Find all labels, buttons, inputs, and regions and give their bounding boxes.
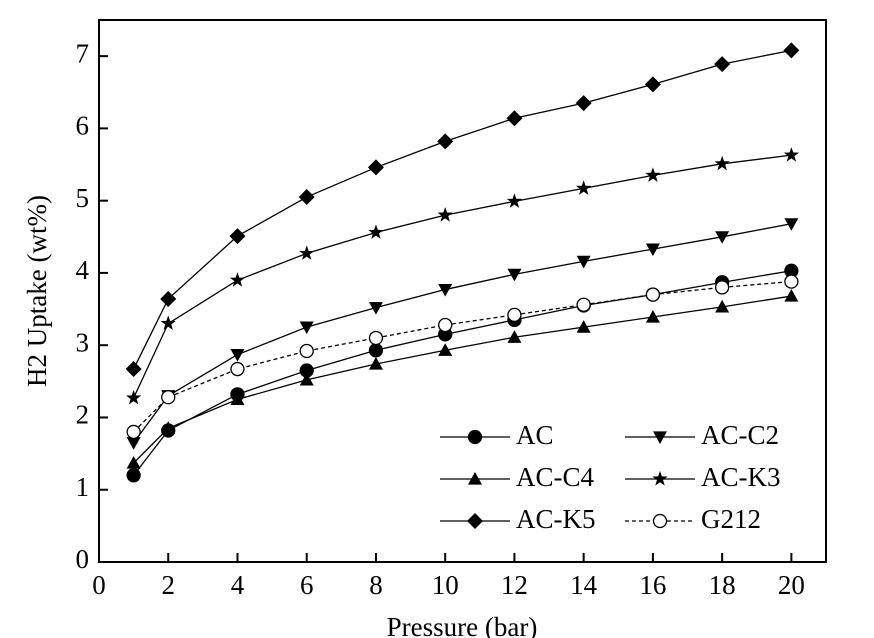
marker [298,189,315,206]
series-line [133,223,792,444]
marker [299,372,314,386]
legend-label: AC-K3 [701,462,781,492]
marker [438,343,453,356]
legend-label: G212 [701,504,761,534]
series-line [133,49,792,370]
series-line [133,295,792,464]
marker [368,356,383,370]
marker [576,297,591,312]
x-axis-label: Pressure (bar) [387,612,538,638]
x-tick-label: 8 [369,570,383,600]
marker [784,274,799,289]
marker [299,343,314,359]
series-line [133,280,792,433]
marker [368,224,384,239]
marker [715,231,730,244]
marker [126,455,141,469]
y-axis-label: H2 Uptake (wt%) [22,195,52,387]
x-tick-label: 12 [501,570,528,600]
marker [644,76,661,93]
marker [714,280,730,295]
legend-marker [652,513,668,529]
marker [437,207,453,222]
y-tick-label: 1 [76,472,90,502]
marker [783,42,800,59]
series-line [133,154,792,399]
marker [506,110,523,127]
marker [229,272,246,287]
legend-marker [467,429,483,445]
marker [299,245,315,260]
marker [575,95,592,112]
marker [645,243,660,257]
legend-marker [467,513,483,529]
marker [507,268,522,282]
marker [437,133,454,150]
marker [368,330,384,346]
y-tick-label: 2 [76,400,90,430]
marker [368,302,383,315]
x-tick-label: 18 [709,570,736,600]
marker [438,283,453,297]
marker [507,330,522,343]
legend-label: AC-C2 [701,420,779,450]
marker [230,348,245,362]
marker [230,392,245,405]
marker [161,390,176,405]
marker [783,147,799,162]
marker [506,193,523,208]
marker [645,167,661,182]
marker [784,218,799,231]
y-tick-label: 7 [76,38,90,68]
x-tick-label: 10 [432,570,459,600]
marker [160,315,176,330]
legend-marker [653,431,667,444]
legend-label: AC [516,420,554,450]
x-tick-label: 16 [639,570,666,600]
marker [230,361,245,377]
y-tick-label: 3 [76,327,90,357]
marker [161,421,176,434]
x-tick-label: 0 [92,570,106,600]
marker [299,321,314,335]
marker [126,389,142,405]
y-tick-label: 6 [76,111,90,141]
marker [438,317,453,333]
marker [576,320,591,333]
x-tick-label: 14 [570,570,598,600]
marker [368,343,384,358]
x-tick-label: 4 [231,570,245,600]
legend-label: AC-C4 [516,462,595,492]
marker [126,437,141,450]
marker [229,228,246,245]
marker [645,310,660,323]
x-tick-label: 20 [778,570,805,600]
marker [126,468,141,483]
marker [160,290,177,307]
marker [126,424,141,440]
marker [125,361,142,378]
marker [576,180,592,195]
marker [507,307,522,322]
marker [367,159,384,176]
legend-marker [468,472,482,485]
marker [714,56,731,73]
legend-marker [652,471,668,486]
marker [715,299,730,313]
legend-label: AC-K5 [516,504,596,534]
x-tick-label: 6 [300,570,314,600]
y-tick-label: 5 [76,183,90,213]
y-tick-label: 4 [76,255,90,285]
plot-frame [98,19,827,563]
x-tick-label: 2 [161,570,175,600]
marker [645,287,661,302]
marker [784,289,799,302]
marker [714,155,730,171]
y-tick-label: 0 [76,544,90,574]
marker [576,255,591,269]
